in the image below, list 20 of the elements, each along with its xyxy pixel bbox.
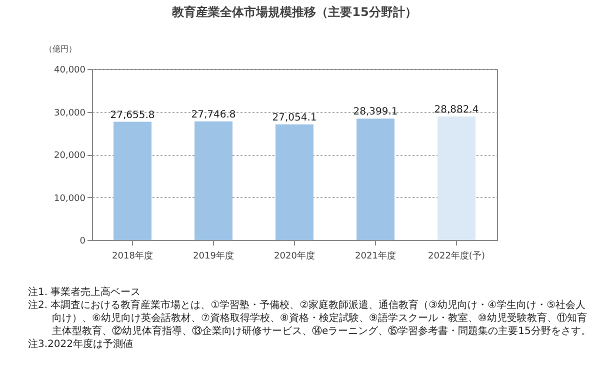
y-tick-label: 30,000 — [54, 108, 86, 118]
y-tick-label: 20,000 — [54, 151, 86, 161]
x-tick-label: 2022年度(予) — [428, 250, 485, 262]
y-axis-title: （億円） — [44, 44, 76, 54]
y-tick-label: 10,000 — [54, 194, 86, 204]
data-label: 28,399.1 — [353, 106, 398, 118]
data-label: 27,746.8 — [191, 109, 236, 120]
chart-title: 教育産業全体市場規模推移（主要15分野計） — [171, 5, 417, 19]
x-tick-label: 2021年度 — [355, 250, 396, 262]
x-tick-label: 2020年度 — [274, 250, 315, 262]
x-tick-label: 2019年度 — [193, 250, 234, 262]
text: 注1. 事業者売上高ベース — [28, 286, 142, 299]
data-label: 27,054.1 — [272, 112, 317, 124]
x-tick-label: 2018年度 — [112, 250, 153, 262]
text: 注2. 本調査における教育産業市場とは、①学習塾・予備校、②家庭教師派遣、通信教育（③幼児向け・④学生向け・⑤社会人向け）、⑥幼児向け英会話教材、⑦資格取得学校、⑧資格・検定試験、⑨語学スクール・教室、⑩幼児受験教育、⑪知育主体型教育、⑫幼児体育指導、⑬企業向け研修サービス、⑭eラーニング、⑮学習参考書・問題集の主要15分野をさす。 — [28, 299, 592, 338]
data-label: 28,882.4 — [434, 104, 479, 116]
text: 注3.2022年度は予測値 — [28, 338, 134, 351]
y-tick-label: 40,000 — [54, 66, 86, 76]
y-tick-label: 0 — [80, 236, 86, 246]
data-label: 27,655.8 — [110, 110, 155, 121]
